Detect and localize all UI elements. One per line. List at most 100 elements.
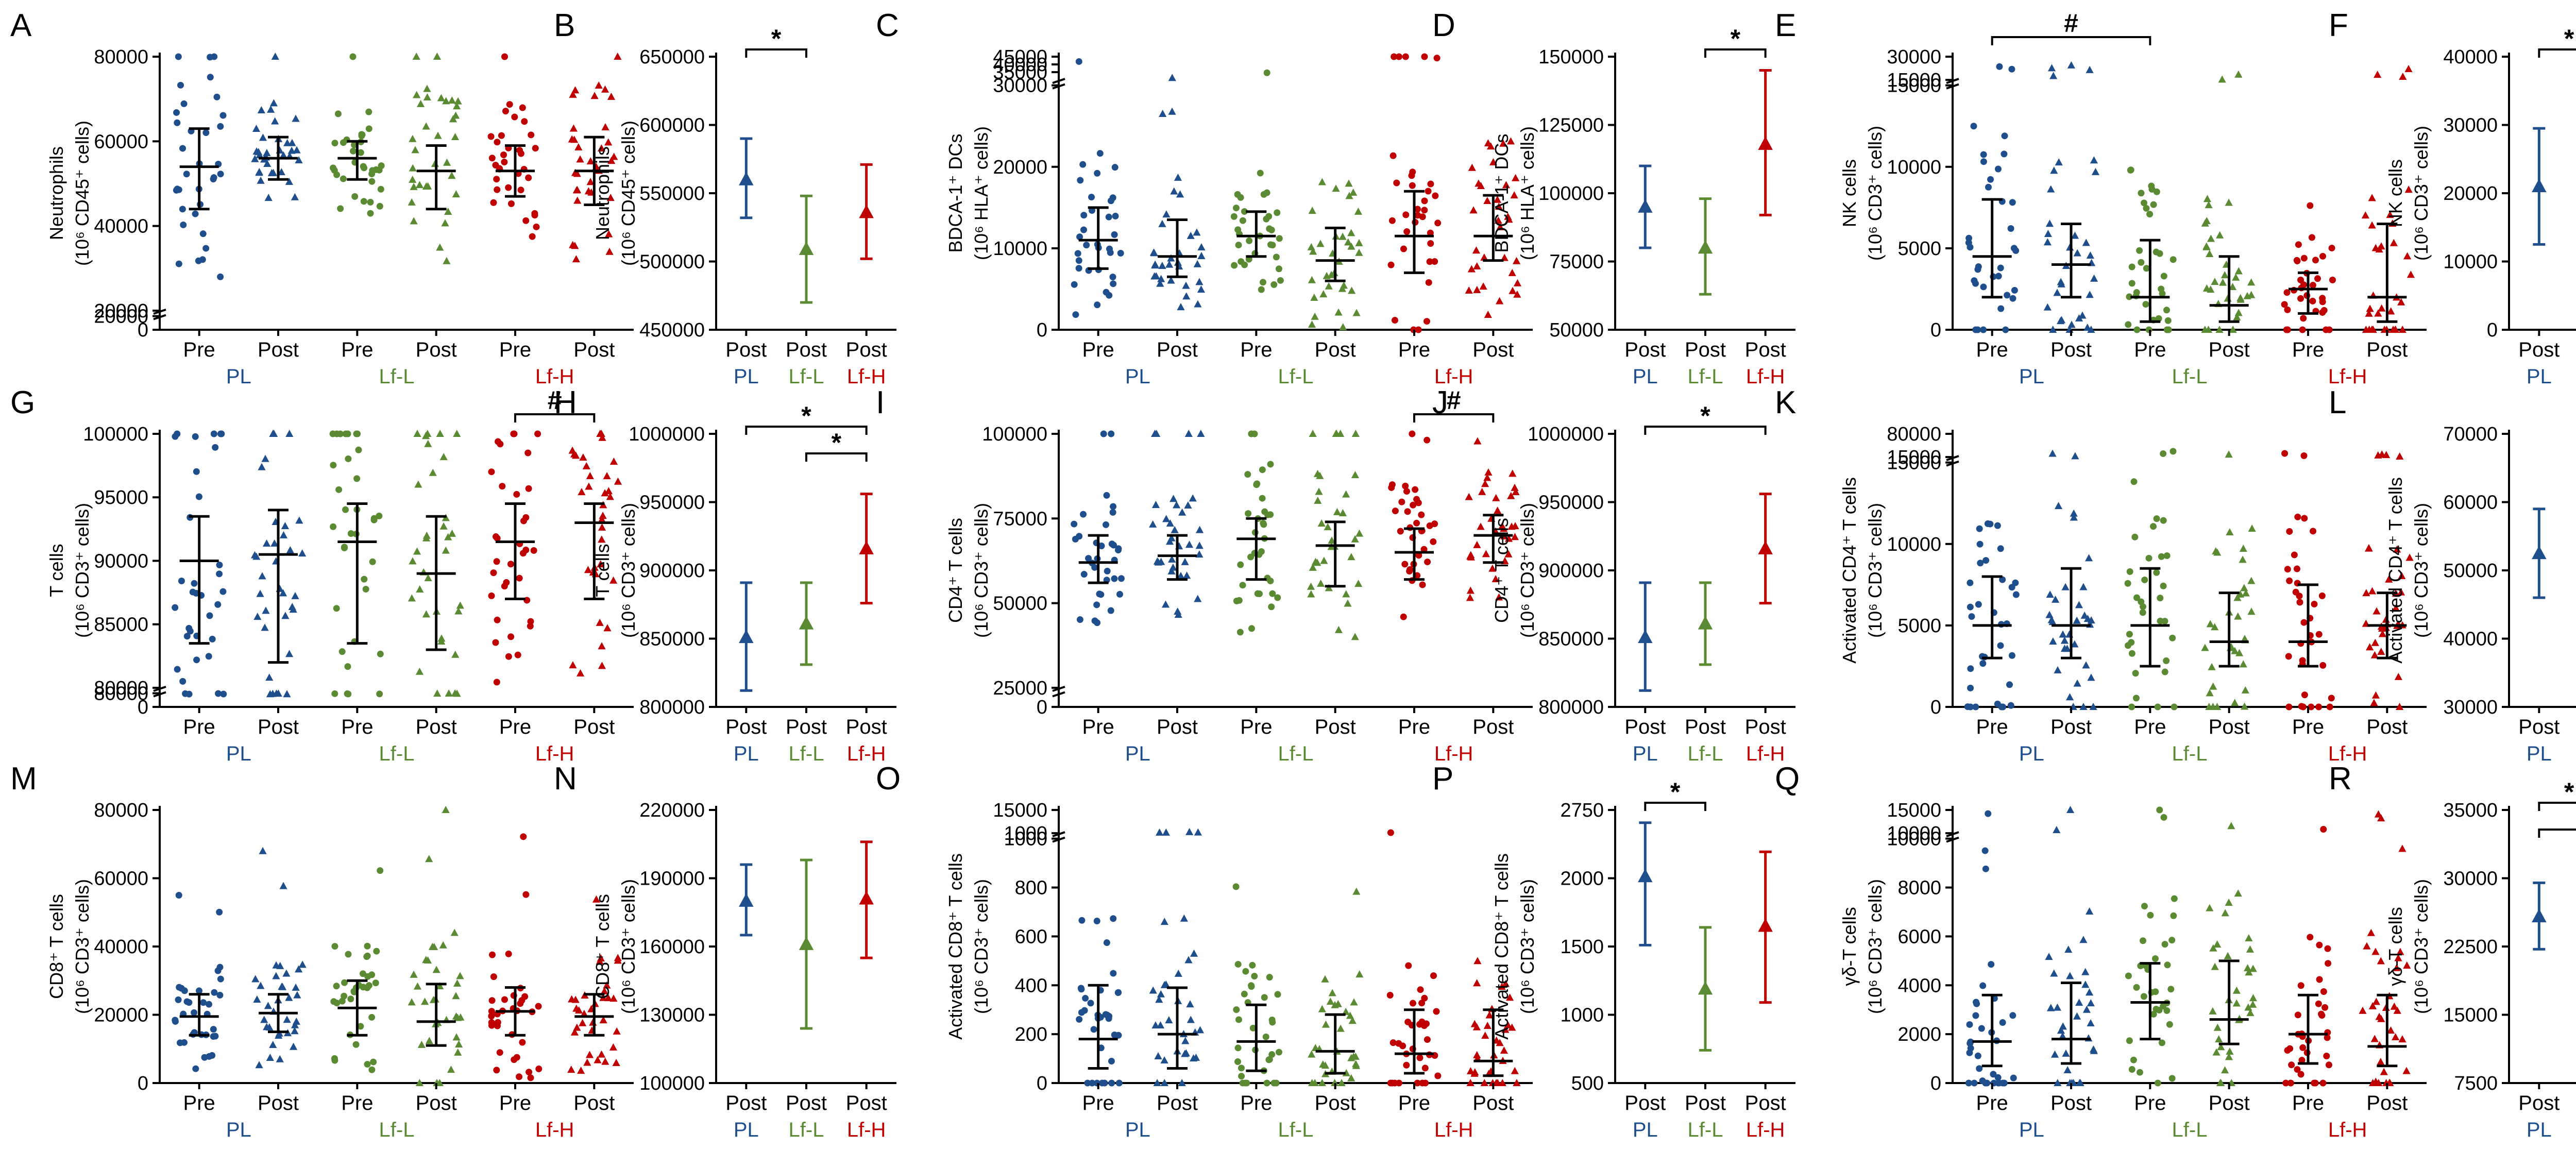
- data-point: [1392, 508, 1399, 515]
- data-point: [2132, 695, 2140, 702]
- data-point: [433, 689, 442, 697]
- data-point: [423, 93, 431, 100]
- data-point: [2056, 317, 2065, 325]
- data-point: [1354, 580, 1363, 587]
- data-point: [2166, 1021, 2173, 1028]
- data-point: [1308, 320, 1316, 328]
- data-point: [519, 104, 526, 111]
- data-point: [494, 535, 501, 542]
- data-point: [2206, 689, 2214, 697]
- data-point: [175, 996, 182, 1003]
- data-point: [2081, 968, 2090, 975]
- data-point: [2087, 673, 2095, 681]
- group-label: Lf-L: [1688, 742, 1723, 765]
- data-point: [599, 1016, 607, 1024]
- data-point: [1259, 466, 1266, 474]
- data-point: [177, 81, 184, 89]
- data-point: [2201, 326, 2209, 333]
- data-point: [444, 208, 452, 215]
- data-point: [2171, 703, 2178, 711]
- data-point: [439, 453, 448, 461]
- data-point: [1469, 206, 1478, 214]
- data-point: [1098, 1079, 1106, 1087]
- y-tick-label: 50000: [1549, 319, 1604, 341]
- data-point: [1974, 1052, 1981, 1059]
- data-point: [1160, 981, 1168, 988]
- group-label: PL: [1633, 1119, 1658, 1141]
- data-point: [1071, 281, 1078, 288]
- data-point: [2229, 326, 2237, 333]
- data-point: [2055, 158, 2063, 166]
- data-point: [1234, 1058, 1241, 1066]
- significance-bracket: [2538, 829, 2576, 838]
- data-point: [2066, 806, 2075, 813]
- y-tick-label: 0: [138, 1073, 148, 1094]
- data-point: [513, 491, 520, 498]
- data-point: [178, 577, 185, 584]
- data-point: [1434, 219, 1442, 227]
- data-point: [2126, 1037, 2133, 1044]
- data-point: [350, 988, 358, 995]
- data-point: [612, 1059, 620, 1067]
- data-point: [409, 134, 417, 142]
- data-point: [216, 570, 223, 578]
- data-point: [362, 585, 369, 593]
- data-point: [217, 171, 224, 178]
- data-point: [2065, 693, 2074, 701]
- data-point: [607, 92, 616, 100]
- x-tick-label: Post: [786, 1092, 827, 1114]
- data-point: [285, 177, 293, 185]
- data-point: [2160, 1003, 2167, 1010]
- data-point: [1971, 1079, 1978, 1087]
- data-point: [408, 198, 416, 206]
- data-point: [377, 650, 384, 657]
- data-point: [1080, 571, 1088, 578]
- data-point: [532, 145, 539, 152]
- data-point: [2294, 258, 2301, 265]
- data-point: [517, 187, 524, 194]
- data-point: [353, 475, 361, 482]
- data-point: [333, 983, 340, 990]
- group-label: Lf-L: [789, 742, 824, 765]
- x-tick-label: Post: [416, 716, 457, 738]
- data-point: [2294, 1011, 2301, 1019]
- panel-letter: N: [554, 761, 577, 797]
- data-point: [1267, 577, 1274, 584]
- y-axis-label-line1: γδ-T cells: [2385, 907, 2406, 986]
- data-point: [1391, 53, 1398, 60]
- data-point: [1162, 828, 1170, 836]
- y-tick-label: 10000: [1887, 823, 1941, 844]
- data-point: [1468, 163, 1476, 171]
- y-tick-label: 8000: [1897, 877, 1941, 899]
- data-point: [1401, 561, 1409, 568]
- data-point: [1389, 1079, 1396, 1087]
- panel-letter: G: [10, 385, 35, 420]
- x-tick-label: Pre: [1976, 1092, 2008, 1114]
- data-point: [1334, 1000, 1342, 1007]
- x-tick-label: Post: [786, 339, 827, 361]
- data-point: [1423, 1020, 1430, 1027]
- y-axis-title: Activated CD4⁺ T cells (10⁶ CD3⁺ cells): [2385, 477, 2432, 664]
- data-point: [575, 1006, 583, 1014]
- data-point: [516, 574, 523, 582]
- data-point: [584, 566, 592, 573]
- data-point: [292, 983, 300, 991]
- data-point: [368, 178, 376, 185]
- data-point: [435, 1079, 444, 1086]
- data-point: [1185, 540, 1194, 548]
- data-point: [370, 516, 378, 523]
- data-point: [2296, 599, 2303, 606]
- data-point: [2312, 257, 2319, 264]
- data-point: [2142, 301, 2149, 308]
- y-tick-label: 15000: [1887, 447, 1941, 468]
- data-point: [1409, 1000, 1416, 1007]
- y-tick-label: 900000: [639, 560, 705, 582]
- data-point: [261, 623, 269, 631]
- data-point: [488, 1012, 495, 1020]
- data-point: [578, 488, 586, 496]
- data-point: [206, 612, 213, 619]
- data-point: [263, 160, 272, 167]
